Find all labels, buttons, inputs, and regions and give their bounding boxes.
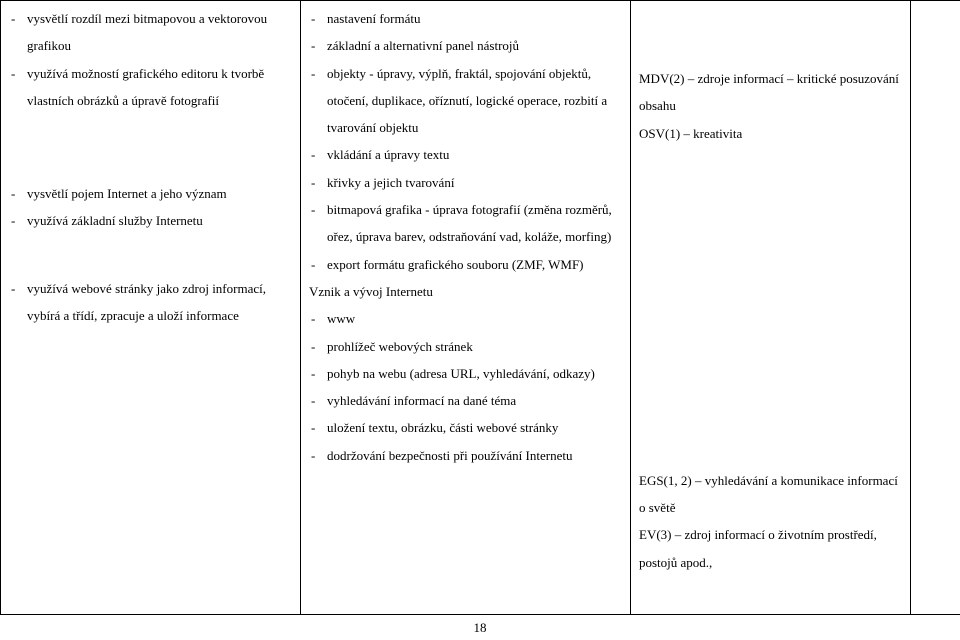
section-heading: Vznik a vývoj Internetu: [309, 278, 622, 305]
column-empty: [911, 1, 960, 615]
cross-item: OSV(1) – kreativita: [639, 120, 902, 147]
list-item: vysvětlí pojem Internet a jeho význam: [9, 180, 292, 207]
list-item: využívá webové stránky jako zdroj inform…: [9, 275, 292, 330]
list-item: prohlížeč webových stránek: [309, 333, 622, 360]
cross-item: EV(3) – zdroj informací o životním prost…: [639, 521, 902, 576]
list-item: export formátu grafického souboru (ZMF, …: [309, 251, 622, 278]
outcomes-group-internet-basics: vysvětlí pojem Internet a jeho význam vy…: [9, 180, 292, 235]
list-item: uložení textu, obrázku, části webové str…: [309, 414, 622, 441]
list-item: vysvětlí rozdíl mezi bitmapovou a vektor…: [9, 5, 292, 60]
cross-item: MDV(2) – zdroje informací – kritické pos…: [639, 65, 902, 120]
curriculum-table: vysvětlí rozdíl mezi bitmapovou a vektor…: [0, 0, 960, 615]
list-item: nastavení formátu: [309, 5, 622, 32]
list-item: objekty - úpravy, výplň, fraktál, spojov…: [309, 60, 622, 142]
page-number: 18: [0, 620, 960, 636]
column-cross-subjects: MDV(2) – zdroje informací – kritické pos…: [631, 1, 911, 615]
page: vysvětlí rozdíl mezi bitmapovou a vektor…: [0, 0, 960, 640]
cross-item: EGS(1, 2) – vyhledávání a komunikace inf…: [639, 467, 902, 522]
list-item: základní a alternativní panel nástrojů: [309, 32, 622, 59]
column-outcomes: vysvětlí rozdíl mezi bitmapovou a vektor…: [1, 1, 301, 615]
list-item: vkládání a úpravy textu: [309, 141, 622, 168]
list-item: využívá možností grafického editoru k tv…: [9, 60, 292, 115]
content-list-bottom: www prohlížeč webových stránek pohyb na …: [309, 305, 622, 469]
list-item: křivky a jejich tvarování: [309, 169, 622, 196]
list-item: dodržování bezpečnosti při používání Int…: [309, 442, 622, 469]
cross-block-top: MDV(2) – zdroje informací – kritické pos…: [639, 65, 902, 147]
column-content: nastavení formátu základní a alternativn…: [301, 1, 631, 615]
content-list-top: nastavení formátu základní a alternativn…: [309, 5, 622, 278]
cross-block-bottom: EGS(1, 2) – vyhledávání a komunikace inf…: [639, 467, 902, 576]
list-item: bitmapová grafika - úprava fotografií (z…: [309, 196, 622, 251]
list-item: pohyb na webu (adresa URL, vyhledávání, …: [309, 360, 622, 387]
list-item: vyhledávání informací na dané téma: [309, 387, 622, 414]
outcomes-group-graphics: vysvětlí rozdíl mezi bitmapovou a vektor…: [9, 5, 292, 114]
outcomes-group-web: využívá webové stránky jako zdroj inform…: [9, 275, 292, 330]
list-item: využívá základní služby Internetu: [9, 207, 292, 234]
list-item: www: [309, 305, 622, 332]
